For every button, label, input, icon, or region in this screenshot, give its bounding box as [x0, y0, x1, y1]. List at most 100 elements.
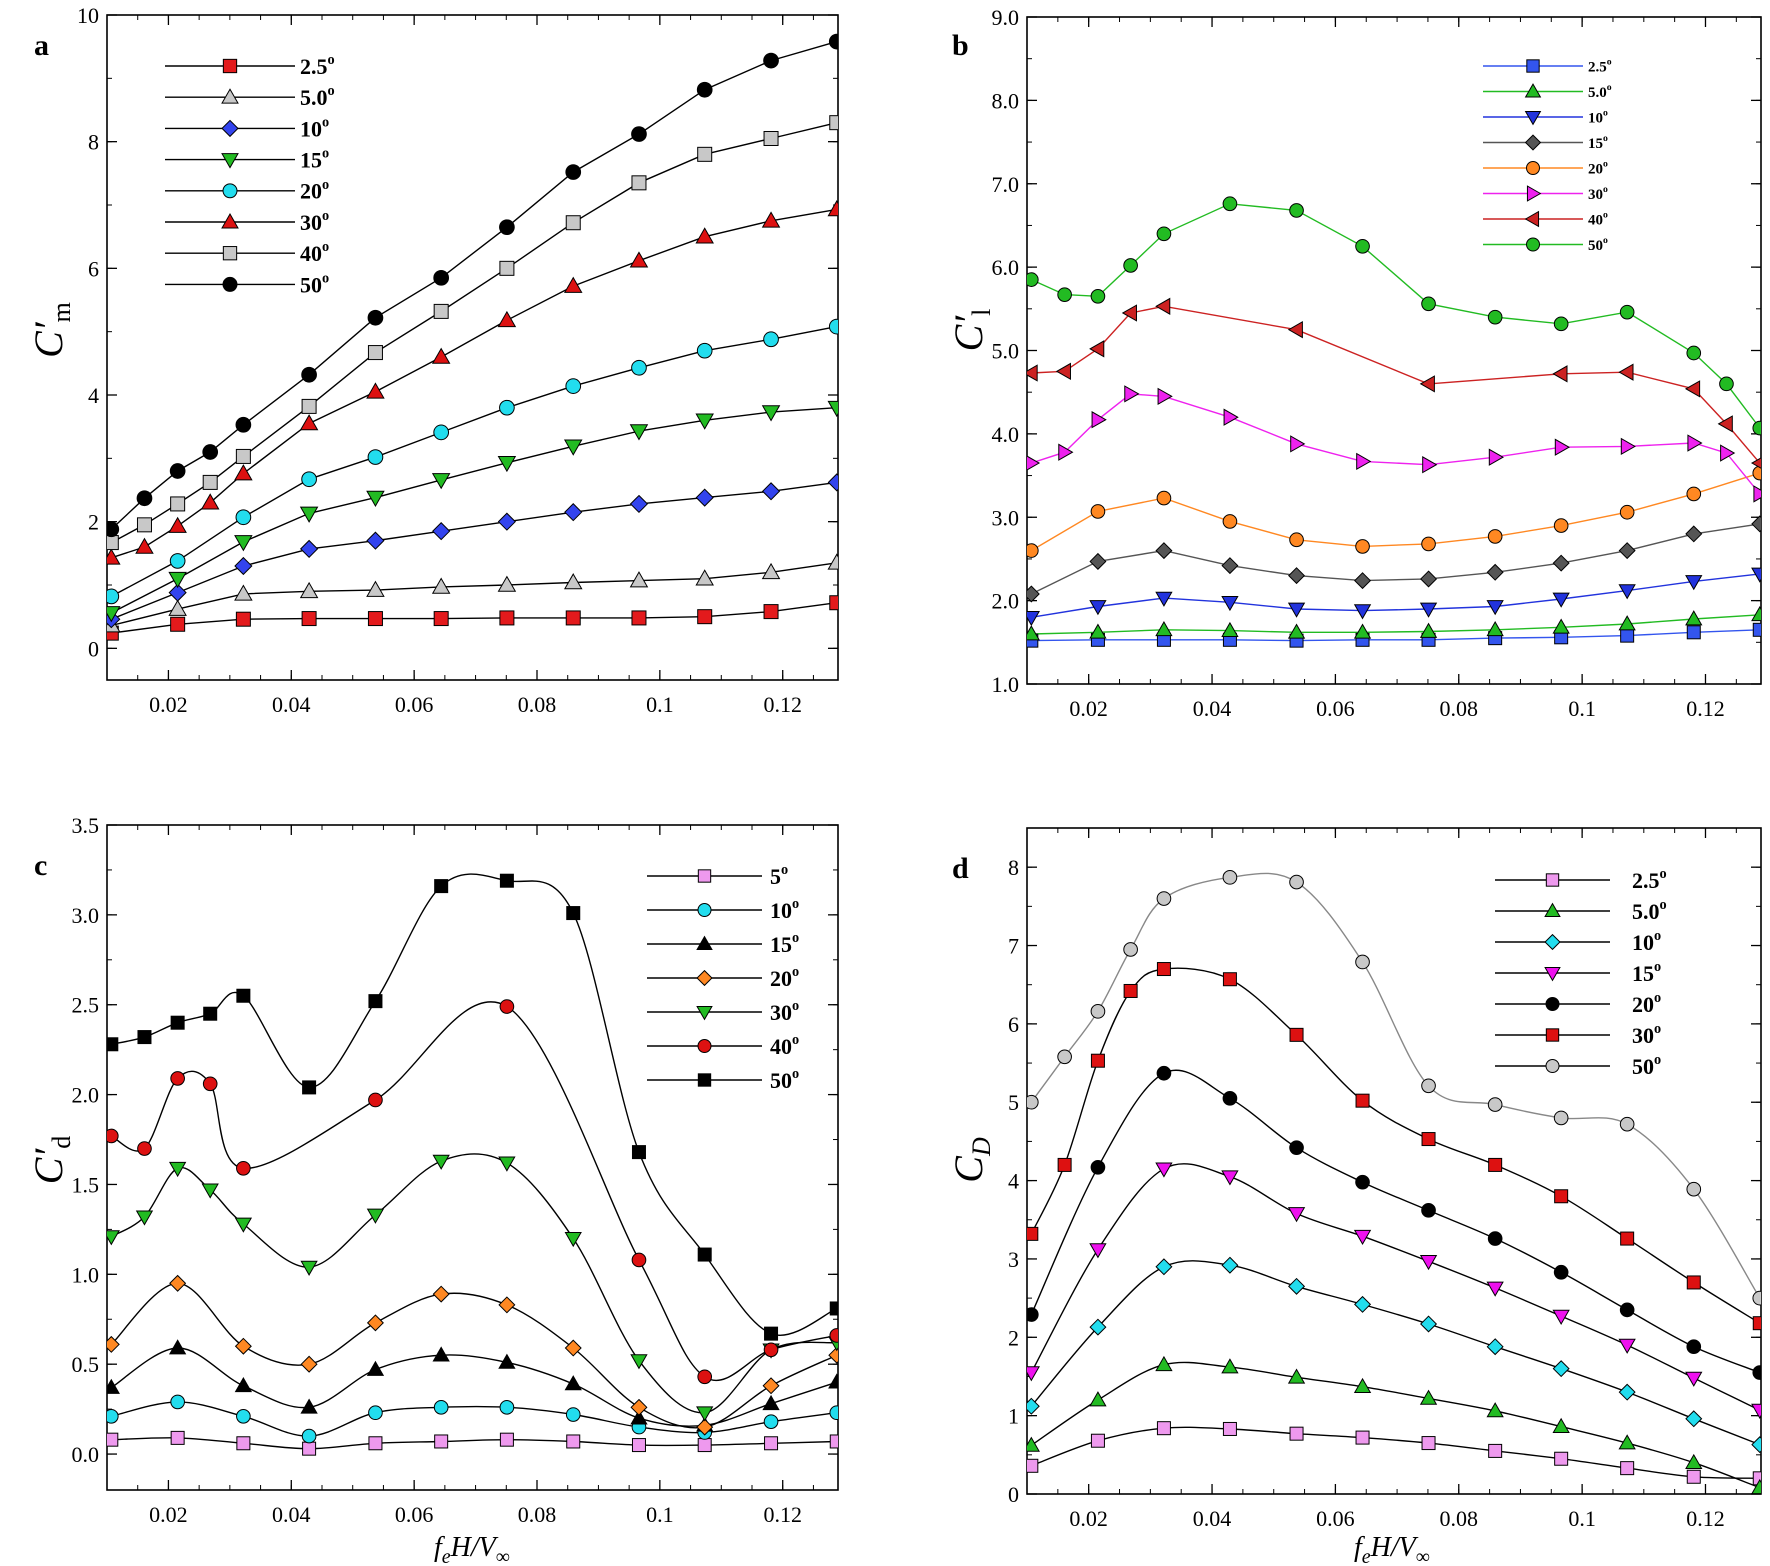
data-point — [431, 577, 451, 594]
data-point — [827, 473, 838, 492]
data-point — [1486, 1338, 1504, 1356]
data-point — [1155, 1258, 1173, 1276]
data-point — [829, 1328, 838, 1343]
series-line — [1031, 1426, 1760, 1479]
data-point — [563, 573, 583, 590]
legend-marker — [696, 969, 713, 987]
data-point — [631, 1145, 646, 1160]
data-point — [366, 1314, 384, 1332]
data-point — [431, 347, 451, 364]
data-point — [1685, 575, 1703, 591]
x-tick-label: 0.04 — [272, 1502, 311, 1527]
data-point — [1421, 1203, 1436, 1218]
panel-letter: a — [34, 29, 49, 62]
data-point — [1221, 557, 1239, 575]
data-point — [1552, 554, 1570, 572]
legend-label: 15o — [1588, 133, 1608, 152]
data-point — [433, 1399, 449, 1415]
x-tick-label: 0.06 — [1316, 1506, 1355, 1531]
legend-marker — [696, 935, 713, 951]
data-point — [499, 873, 514, 888]
y-tick-label: 0 — [88, 636, 99, 661]
data-point — [300, 1355, 318, 1373]
data-point — [1618, 1338, 1636, 1354]
data-point — [236, 1160, 251, 1176]
data-point — [1057, 287, 1072, 302]
data-point — [107, 1128, 119, 1144]
x-tick-label: 0.12 — [1686, 1506, 1725, 1531]
data-point — [202, 474, 218, 490]
data-point — [1420, 570, 1438, 588]
data-point — [1686, 1339, 1702, 1355]
data-point — [302, 1441, 317, 1456]
data-point — [761, 405, 781, 422]
data-point — [368, 1405, 383, 1421]
data-point — [827, 200, 838, 217]
data-point — [695, 488, 714, 507]
y-tick-label: 9.0 — [992, 5, 1020, 30]
data-point — [300, 1260, 318, 1276]
legend-label: 5o — [770, 862, 788, 889]
data-point — [299, 414, 319, 431]
data-point — [696, 1418, 714, 1436]
data-point — [1287, 623, 1306, 639]
legend-marker — [696, 1005, 713, 1021]
y-tick-label: 2 — [1008, 1325, 1019, 1350]
legend-label: 10o — [1588, 108, 1608, 127]
plot-area — [1027, 196, 1761, 648]
data-point — [368, 1436, 383, 1451]
data-point — [107, 1037, 119, 1052]
legend-label: 30o — [770, 998, 799, 1025]
chart-panel-b: 0.02 0.04 0.06 0.08 0.1 0.12 1.0 2.0 3.0 4.0 5.0 6.… — [946, 5, 1762, 721]
data-point — [1620, 437, 1636, 456]
data-point — [827, 400, 838, 418]
series-line — [1031, 305, 1761, 464]
y-tick-label: 0.0 — [72, 1442, 100, 1467]
data-point — [432, 522, 451, 541]
data-point — [1157, 387, 1173, 406]
y-tick-label: 6.0 — [992, 255, 1020, 280]
data-point — [629, 571, 649, 588]
data-point — [1223, 408, 1239, 426]
data-point — [764, 1436, 779, 1451]
data-point — [1058, 443, 1074, 461]
legend: 2.5o 5.0o 10o 15o 20o 30o 40o 50o — [165, 52, 335, 297]
x-tick-label: 0.02 — [149, 1502, 188, 1527]
data-point — [1156, 962, 1171, 977]
data-point — [301, 611, 317, 627]
legend-marker — [1545, 1028, 1560, 1042]
plot-frame — [1026, 16, 1762, 685]
data-point — [1752, 1365, 1761, 1380]
data-point — [1155, 297, 1171, 315]
data-point — [1487, 309, 1503, 325]
data-point — [1552, 365, 1568, 383]
series-line — [1031, 629, 1760, 642]
data-point — [631, 175, 647, 191]
data-point — [1488, 448, 1504, 466]
data-point — [200, 493, 220, 510]
data-point — [367, 611, 383, 627]
legend-label: 50o — [300, 270, 329, 297]
data-point — [170, 1015, 185, 1030]
data-point — [498, 1296, 516, 1314]
data-point — [828, 1346, 838, 1364]
data-point — [1620, 1231, 1635, 1246]
data-point — [499, 1399, 515, 1415]
data-point — [498, 1353, 516, 1369]
data-point — [630, 1409, 648, 1425]
data-point — [202, 1076, 218, 1092]
data-point — [1089, 600, 1107, 616]
y-axis-label: C′m — [26, 302, 76, 358]
data-point — [1419, 375, 1435, 393]
chart-panel-c: 0.02 0.04 0.06 0.08 0.1 0.12 0.0 0.5 1.0 1.5 2.0 2.… — [26, 813, 839, 1566]
data-point — [168, 1339, 187, 1355]
data-point — [1288, 1277, 1306, 1295]
data-point — [1287, 320, 1303, 339]
legend-label: 50o — [770, 1066, 799, 1093]
data-point — [1553, 518, 1569, 533]
data-point — [235, 611, 251, 627]
data-point — [695, 227, 714, 244]
data-point — [1685, 525, 1703, 543]
data-point — [1027, 610, 1040, 627]
data-point — [107, 1432, 119, 1447]
